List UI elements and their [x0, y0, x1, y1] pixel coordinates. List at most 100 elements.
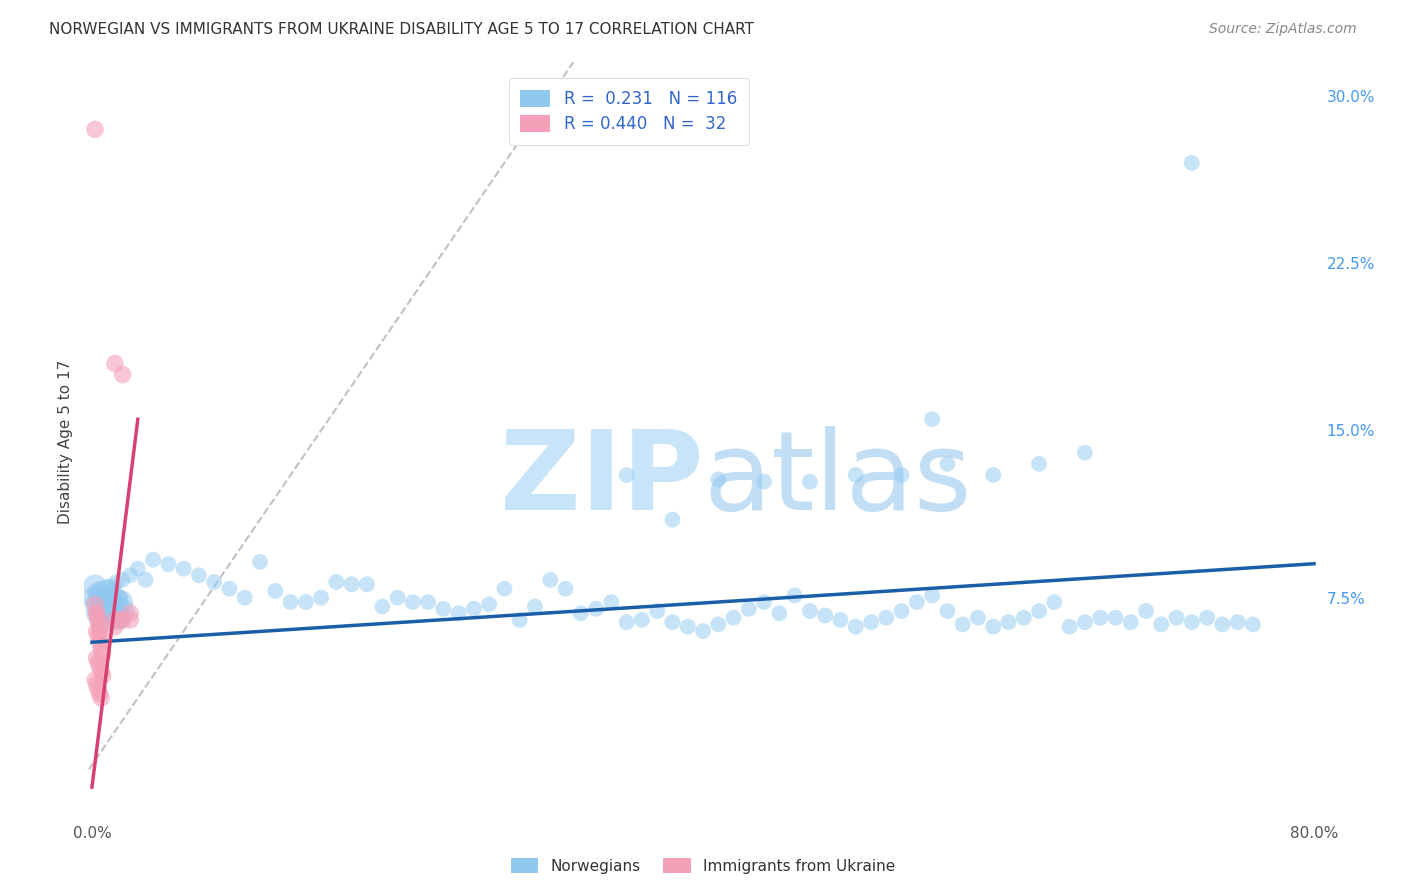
Point [600, 595, 623, 609]
Point [752, 595, 775, 609]
Point [249, 555, 271, 569]
Point [1119, 615, 1142, 630]
Point [91, 646, 114, 660]
Point [87, 613, 110, 627]
Point [97, 613, 120, 627]
Point [91, 595, 114, 609]
Point [87, 655, 110, 669]
Point [86, 607, 108, 621]
Point [108, 591, 131, 605]
Point [84, 591, 107, 605]
Point [936, 604, 959, 618]
Point [523, 599, 546, 614]
Legend: Norwegians, Immigrants from Ukraine: Norwegians, Immigrants from Ukraine [505, 852, 901, 880]
Point [108, 611, 131, 625]
Point [103, 598, 125, 612]
Point [1197, 611, 1219, 625]
Point [1181, 615, 1204, 630]
Point [91, 669, 114, 683]
Point [1333, 244, 1355, 259]
Point [105, 592, 128, 607]
Point [967, 611, 990, 625]
Point [783, 589, 806, 603]
Point [447, 607, 470, 621]
Text: NORWEGIAN VS IMMIGRANTS FROM UKRAINE DISABILITY AGE 5 TO 17 CORRELATION CHART: NORWEGIAN VS IMMIGRANTS FROM UKRAINE DIS… [49, 22, 754, 37]
Point [416, 595, 439, 609]
Point [1028, 457, 1050, 471]
Text: atlas: atlas [703, 426, 972, 533]
Point [90, 601, 112, 615]
Point [1059, 619, 1081, 633]
Point [90, 598, 112, 612]
Point [127, 562, 149, 576]
Point [752, 475, 775, 489]
Point [936, 457, 959, 471]
Point [997, 615, 1019, 630]
Point [645, 604, 668, 618]
Point [1241, 617, 1264, 632]
Point [707, 617, 730, 632]
Point [799, 475, 821, 489]
Point [173, 562, 195, 576]
Point [814, 608, 837, 623]
Point [1088, 611, 1111, 625]
Point [90, 664, 112, 679]
Point [87, 607, 110, 621]
Point [233, 591, 256, 605]
Point [875, 611, 897, 625]
Point [676, 619, 699, 633]
Point [111, 613, 134, 627]
Point [86, 598, 108, 612]
Point [1012, 611, 1035, 625]
Point [890, 604, 912, 618]
Y-axis label: Disability Age 5 to 17: Disability Age 5 to 17 [58, 359, 73, 524]
Point [661, 615, 683, 630]
Point [187, 568, 209, 582]
Point [538, 573, 561, 587]
Point [738, 601, 761, 615]
Point [93, 608, 115, 623]
Point [86, 607, 108, 621]
Point [1166, 611, 1188, 625]
Point [1074, 615, 1097, 630]
Point [509, 613, 531, 627]
Point [707, 473, 730, 487]
Point [1074, 445, 1097, 460]
Point [1104, 611, 1126, 625]
Point [89, 624, 111, 639]
Point [799, 604, 821, 618]
Point [554, 582, 576, 596]
Point [108, 613, 131, 627]
Point [1135, 604, 1157, 618]
Point [86, 624, 108, 639]
Point [1211, 617, 1233, 632]
Point [96, 589, 118, 603]
Point [661, 512, 683, 526]
Point [1181, 155, 1204, 169]
Text: Source: ZipAtlas.com: Source: ZipAtlas.com [1209, 22, 1357, 37]
Point [463, 601, 485, 615]
Point [111, 604, 134, 618]
Point [86, 651, 108, 665]
Point [768, 607, 790, 621]
Point [142, 552, 165, 567]
Point [84, 598, 107, 612]
Point [104, 607, 127, 621]
Point [692, 624, 714, 639]
Point [981, 619, 1004, 633]
Point [89, 635, 111, 649]
Point [90, 690, 112, 705]
Point [295, 595, 318, 609]
Point [98, 591, 121, 605]
Point [104, 356, 127, 371]
Point [134, 573, 156, 587]
Point [111, 368, 134, 382]
Point [264, 584, 287, 599]
Point [860, 615, 883, 630]
Point [1028, 604, 1050, 618]
Point [87, 613, 110, 627]
Point [87, 628, 110, 642]
Point [90, 642, 112, 657]
Point [84, 580, 107, 594]
Point [101, 604, 124, 618]
